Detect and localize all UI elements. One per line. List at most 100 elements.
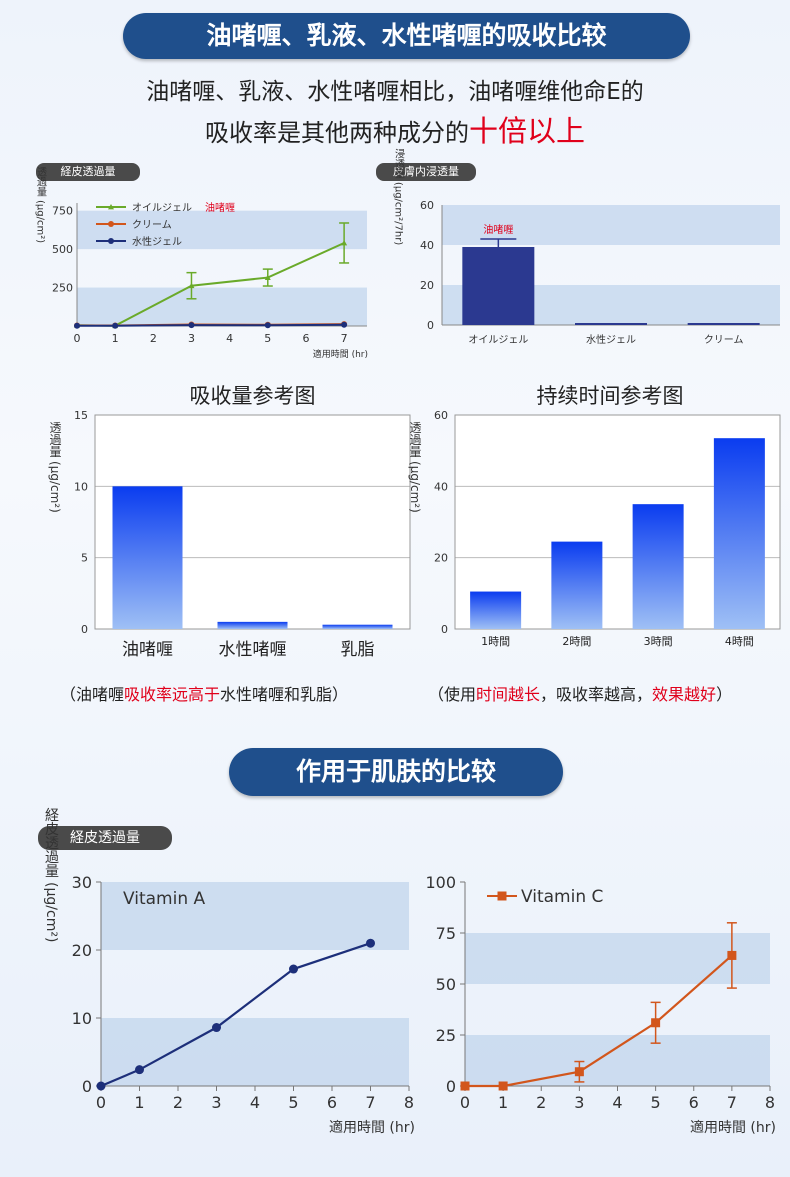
subtitle-line2-text: 吸收率是其他两种成分的 bbox=[204, 119, 469, 147]
chart2-annotation: 油啫喱 bbox=[483, 223, 513, 236]
chart6-band bbox=[465, 933, 770, 984]
chart2-y-label: 浸透量 (μg/cm²/7hr) bbox=[393, 149, 405, 246]
chart3-absorption-bar: 0 5 10 15 透過量 (μg/cm²) 油啫喱 水性啫喱 乳脂 bbox=[48, 409, 411, 660]
chart1-point bbox=[112, 322, 119, 329]
chart5-vitamin-a-line: 0 10 20 30 0 1 2 3 4 5 6 7 8 適用時間 (hr) 経皮透過量 (μg/cm²) V… bbox=[43, 808, 415, 1136]
chart1-x-tick: 4 bbox=[226, 332, 233, 345]
chart5-y-tick: 20 bbox=[72, 941, 92, 960]
chart2-x-tick: クリーム bbox=[704, 334, 744, 346]
chart2-y-tick: 0 bbox=[427, 319, 434, 332]
chart3-x-tick: 油啫喱 bbox=[122, 640, 173, 660]
caption-duration: （使用时间越长，吸收率越高，效果越好） bbox=[428, 685, 733, 704]
chart4-y-tick: 20 bbox=[434, 552, 448, 565]
chart1-point bbox=[74, 322, 80, 329]
chart1-x-label: 適用時間 (hr) bbox=[313, 348, 368, 360]
chart5-point bbox=[96, 1081, 106, 1091]
chart6-x-tick: 1 bbox=[498, 1093, 508, 1112]
chart4-plot-frame bbox=[454, 414, 781, 630]
chart5-x-tick: 2 bbox=[173, 1093, 183, 1112]
chart1-point bbox=[264, 274, 271, 280]
chart2-bar bbox=[575, 323, 647, 325]
chart5-y-tick: 10 bbox=[72, 1009, 92, 1028]
chart6-x-tick: 4 bbox=[612, 1093, 622, 1112]
chart1-x-tick: 3 bbox=[188, 332, 195, 345]
chart5-x-tick: 7 bbox=[365, 1093, 375, 1112]
chart5-band bbox=[101, 882, 409, 950]
chart6-vitamin-c-line: 0 25 50 75 100 0 1 2 3 4 5 6 7 8 適用時間 (hr) Vitamin C bbox=[425, 873, 776, 1136]
caption-duration-highlight1: 时间越长 bbox=[476, 685, 541, 704]
subtitle-highlight: 十倍以上 bbox=[468, 114, 585, 148]
chart3-y-tick: 5 bbox=[81, 552, 88, 565]
chart4-title: 持续时间参考图 bbox=[536, 384, 684, 408]
chart6-x-label: 適用時間 (hr) bbox=[690, 1119, 776, 1136]
caption-absorption: （油啫喱吸收率远高于水性啫喱和乳脂） bbox=[60, 685, 349, 704]
chart4-y-tick: 60 bbox=[434, 409, 448, 422]
chart1-x-tick: 5 bbox=[264, 332, 271, 345]
chart5-x-tick: 1 bbox=[134, 1093, 144, 1112]
chart3-y-label: 透過量 (μg/cm²) bbox=[48, 421, 62, 513]
chart5-x-tick: 3 bbox=[211, 1093, 221, 1112]
chart1-x-tick: 2 bbox=[150, 332, 157, 345]
chart6-y-tick: 75 bbox=[436, 924, 456, 943]
chart2-y-tick: 40 bbox=[420, 239, 434, 252]
chart2-bar bbox=[462, 247, 535, 325]
chart6-y-tick: 25 bbox=[436, 1026, 456, 1045]
chart6-x-tick: 8 bbox=[765, 1093, 775, 1112]
chart1-x-tick: 1 bbox=[112, 332, 119, 345]
chart5-x-tick: 4 bbox=[250, 1093, 260, 1112]
chart2-x-tick: 水性ジェル bbox=[586, 333, 636, 346]
chart6-point bbox=[651, 1018, 661, 1028]
chart6-point bbox=[727, 950, 737, 960]
chart5-point bbox=[212, 1023, 221, 1033]
chart6-y-tick: 100 bbox=[425, 873, 456, 892]
chart3-x-tick: 水性啫喱 bbox=[219, 640, 287, 660]
main-title-pill: 油啫喱、乳液、水性啫喱的吸收比较 bbox=[123, 13, 690, 59]
chart4-bar bbox=[713, 438, 765, 629]
chart4-x-tick: 1時間 bbox=[481, 635, 510, 648]
caption-duration-highlight2: 效果越好 bbox=[652, 685, 717, 704]
chart1-x-tick: 0 bbox=[74, 332, 81, 345]
chart1-band bbox=[77, 287, 367, 326]
chart3-x-tick: 乳脂 bbox=[341, 640, 375, 660]
section2-title-pill: 作用于肌肤的比较 bbox=[229, 748, 563, 796]
chart5-point bbox=[289, 964, 298, 974]
chart6-x-tick: 6 bbox=[689, 1093, 699, 1112]
caption-absorption-highlight: 吸收率远高于 bbox=[124, 685, 221, 704]
chart1-legend-label: オイルジェル bbox=[132, 202, 192, 214]
chart6-point bbox=[460, 1081, 470, 1091]
chart6-x-tick: 7 bbox=[727, 1093, 737, 1112]
chart1-legend-label: クリーム bbox=[132, 219, 172, 231]
chart4-bar bbox=[551, 541, 603, 629]
chart5-point bbox=[135, 1065, 144, 1075]
chart1-transdermal-line: 250 500 750 0 1 2 3 4 5 6 7 適用時間 (hr) 透過量 (μg/cm²) オイ… bbox=[35, 167, 369, 360]
chart4-y-tick: 40 bbox=[434, 480, 448, 493]
chart3-y-tick: 0 bbox=[81, 623, 88, 636]
chart5-x-tick: 0 bbox=[96, 1093, 106, 1112]
chart5-x-label: 適用時間 (hr) bbox=[329, 1119, 415, 1136]
chart1-point bbox=[264, 322, 271, 329]
chart6-y-tick: 50 bbox=[436, 975, 456, 994]
chart1-legend-marker bbox=[108, 204, 114, 210]
chart1-band bbox=[77, 210, 367, 250]
chart4-duration-bar: 0 20 40 60 透過量 (μg/cm²) 1時間 2時間 3時間 4時間 bbox=[408, 409, 781, 648]
chart4-bar bbox=[470, 591, 522, 629]
chart3-bar bbox=[322, 624, 393, 629]
chart2-tag: 皮膚内浸透量 bbox=[376, 163, 476, 181]
main-title: 油啫喱、乳液、水性啫喱的吸收比较 bbox=[206, 21, 607, 50]
chart6-point bbox=[498, 1081, 508, 1091]
chart2-bar bbox=[687, 323, 760, 325]
chart5-x-tick: 5 bbox=[288, 1093, 298, 1112]
subtitle-line2: 吸收率是其他两种成分的十倍以上 bbox=[0, 108, 790, 150]
chart6-x-tick: 2 bbox=[536, 1093, 546, 1112]
chart1-legend-label: 水性ジェル bbox=[132, 235, 182, 248]
chart6-legend-marker bbox=[497, 891, 507, 901]
chart5-y-tick: 30 bbox=[72, 873, 92, 892]
section2-title: 作用于肌肤的比较 bbox=[295, 757, 496, 786]
chart4-y-tick: 0 bbox=[441, 623, 448, 636]
chart3-bar bbox=[217, 621, 288, 629]
chart1-legend-marker bbox=[108, 221, 114, 227]
chart1-y-tick: 750 bbox=[52, 205, 73, 218]
chart3-y-tick: 15 bbox=[74, 409, 88, 422]
chart1-x-tick: 7 bbox=[341, 332, 348, 345]
chart4-x-tick: 2時間 bbox=[562, 635, 591, 648]
